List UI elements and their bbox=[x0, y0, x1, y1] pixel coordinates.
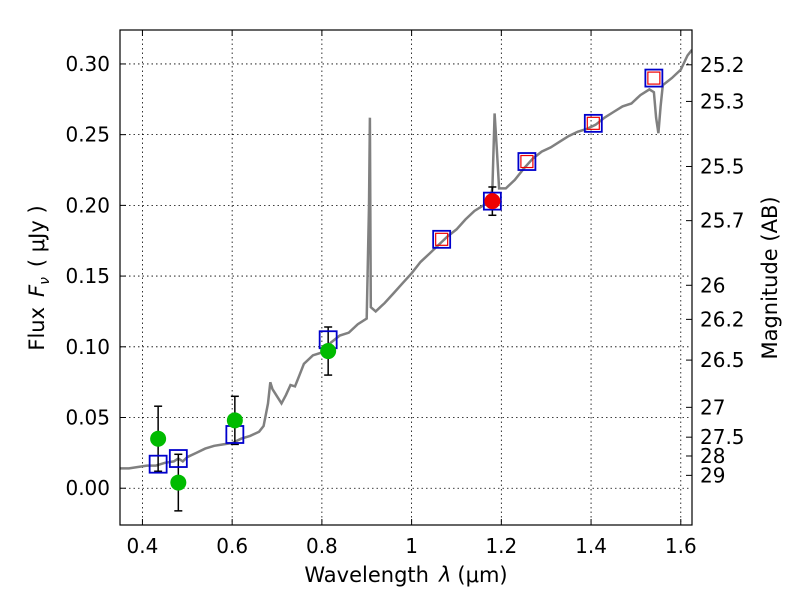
y-axis-label-text: Flux bbox=[25, 307, 49, 351]
observed-point bbox=[170, 474, 187, 491]
y2-tick-label: 27.5 bbox=[700, 425, 745, 449]
x-axis-label-symbol: λ bbox=[438, 563, 451, 587]
axis-ticks: 0.4 0.6 0.8 1 1.2 1.4 1.6 0.00 0.05 0.10 0.15 0.20 0… bbox=[65, 30, 745, 558]
y2-tick-label: 25.2 bbox=[700, 53, 745, 77]
model-point-inner bbox=[647, 71, 661, 85]
model-point bbox=[148, 454, 168, 474]
model-point bbox=[583, 113, 603, 133]
y2-axis-label: Magnitude (AB) bbox=[758, 196, 782, 359]
y-axis-label-symbol: F bbox=[25, 284, 49, 297]
y2-tick-label: 27 bbox=[700, 395, 725, 419]
x-tick-label: 0.8 bbox=[306, 534, 338, 558]
model-point-inner bbox=[586, 116, 600, 130]
y-axis-label-subscript: ν bbox=[37, 277, 53, 285]
y-tick-label: 0.30 bbox=[65, 52, 110, 76]
model-point-inner bbox=[435, 232, 449, 246]
x-tick-label: 0.6 bbox=[216, 534, 248, 558]
y2-tick-label: 26.2 bbox=[700, 307, 745, 331]
observed-point bbox=[320, 343, 337, 360]
y2-tick-label: 25.5 bbox=[700, 154, 745, 178]
plot-area bbox=[120, 49, 692, 512]
model-point bbox=[432, 229, 452, 249]
y-tick-label: 0.15 bbox=[65, 264, 110, 288]
y2-tick-label: 26.5 bbox=[700, 348, 745, 372]
y-axis-label-unit: ( μJy ) bbox=[25, 205, 49, 267]
model-point bbox=[482, 191, 502, 211]
observed-point bbox=[226, 412, 243, 429]
observed-point bbox=[150, 430, 167, 447]
x-tick-label: 1.6 bbox=[665, 534, 697, 558]
y2-tick-label: 29 bbox=[700, 463, 725, 487]
x-tick-label: 1.4 bbox=[575, 534, 607, 558]
y2-tick-label: 25.7 bbox=[700, 209, 745, 233]
y-tick-label: 0.25 bbox=[65, 123, 110, 147]
y2-tick-label: 26 bbox=[700, 273, 725, 297]
x-tick-label: 1.2 bbox=[485, 534, 517, 558]
y-tick-label: 0.05 bbox=[65, 406, 110, 430]
plot-frame bbox=[119, 29, 693, 526]
observed-point bbox=[484, 193, 501, 210]
model-point bbox=[168, 449, 188, 468]
x-axis-label: Wavelength λ (μm) bbox=[304, 563, 507, 587]
model-point bbox=[517, 152, 537, 171]
grid bbox=[120, 30, 692, 525]
x-tick-label: 1 bbox=[405, 534, 418, 558]
y2-tick-label: 25.3 bbox=[700, 89, 745, 113]
x-tick-label: 0.4 bbox=[127, 534, 159, 558]
x-axis-label-unit: (μm) bbox=[457, 563, 507, 587]
y-tick-label: 0.10 bbox=[65, 335, 110, 359]
y-tick-label: 0.20 bbox=[65, 193, 110, 217]
plot-content bbox=[120, 49, 692, 512]
y2-tick-label: 28 bbox=[700, 444, 725, 468]
model-point-inner bbox=[520, 154, 534, 169]
sed-line bbox=[120, 49, 692, 470]
x-axis-label-text: Wavelength bbox=[304, 563, 429, 587]
y-axis-label: Flux Fν ( μJy ) bbox=[25, 205, 53, 350]
model-point bbox=[644, 68, 664, 88]
y-tick-label: 0.00 bbox=[65, 476, 110, 500]
